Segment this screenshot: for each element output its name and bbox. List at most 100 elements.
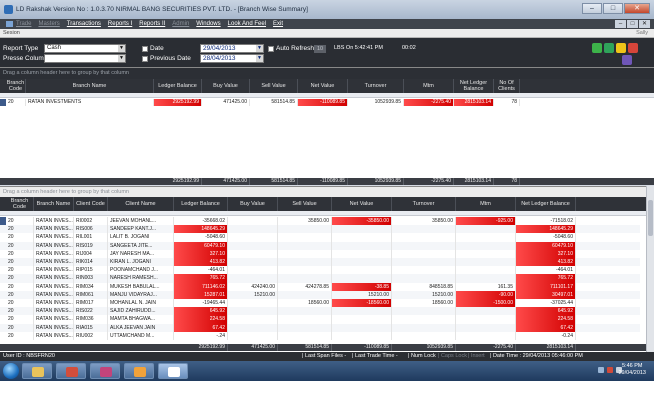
calculator-icon[interactable] (622, 55, 632, 65)
taskbar-mail[interactable] (56, 363, 86, 379)
col-net-ledger-balance[interactable]: Net Ledger Balance (516, 197, 576, 211)
cell-mtm (456, 323, 516, 332)
client-filter-row[interactable] (0, 211, 646, 216)
menu-reports-1[interactable]: Reports I (107, 21, 133, 27)
col-sell-value[interactable]: Sell Value (278, 197, 332, 211)
volume-icon[interactable] (616, 367, 622, 373)
col-no-of-clients[interactable]: No Of Clients (494, 79, 520, 93)
cell-client-code: RIL001 (74, 233, 108, 242)
col-client-name[interactable]: Client Name (108, 197, 174, 211)
menu-windows[interactable]: Windows (196, 21, 221, 27)
system-clock[interactable]: 5:46 PM 29/04/2013 (618, 363, 646, 377)
cell-turnover (392, 258, 456, 267)
menu-masters[interactable]: Masters (38, 21, 60, 27)
cell-client-code: RI0002 (74, 217, 108, 226)
menu-admin[interactable]: Admin (172, 21, 190, 27)
cell-mtm (456, 241, 516, 250)
cell-branch-code: 20 (6, 299, 34, 308)
table-row[interactable]: 20 RATAN INVES... RIJ004 JAY NARESH MA... 32… (0, 249, 640, 258)
col-net-value[interactable]: Net Value (298, 79, 348, 93)
refresh-interval-field[interactable]: 10 (314, 45, 326, 53)
col-mtm[interactable]: Mtm (456, 197, 516, 211)
report-type-select[interactable]: Cash ▼ (44, 44, 126, 53)
col-ledger-balance[interactable]: Ledger Balance (174, 197, 228, 211)
minimize-button[interactable]: – (582, 3, 602, 14)
menu-trade[interactable]: Trade (16, 21, 32, 27)
table-row[interactable]: 20 RATAN INVES... RIL001 LALIT B. JOGANI -50… (0, 233, 640, 242)
cell-client-name: LALIT B. JOGANI (108, 233, 174, 242)
alert-icon[interactable] (607, 367, 613, 373)
cell-branch-code: 20 (6, 290, 34, 299)
table-row[interactable]: 20 RATAN INVES... RIP015 POONAMCHAND J... -4… (0, 266, 640, 275)
table-row[interactable]: 20 RATAN INVES... RIM061 MANJU VIDAYRAJ... 1… (0, 290, 640, 299)
table-row[interactable]: 20 RATAN INVES... RIK014 KIRAN L. JOGANI 413… (0, 258, 640, 267)
table-row[interactable]: 20 RATAN INVES... RIS006 SANDEEP KANT.J... 1… (0, 225, 640, 234)
menu-exit[interactable]: Exit (273, 21, 284, 27)
col-branch-name[interactable]: Branch Name (34, 197, 74, 211)
taskbar-media[interactable] (90, 363, 120, 379)
menu-transactions[interactable]: Transactions (66, 21, 101, 27)
table-row[interactable]: 20 RATAN INVES... RIN003 NARESH RAMESH... 76… (0, 274, 640, 283)
taskbar-outlook[interactable] (124, 363, 154, 379)
network-icon[interactable] (598, 367, 604, 373)
mdi-close-button[interactable]: ✕ (639, 20, 650, 28)
cell-ledger-balance: 711146.02 (174, 282, 228, 291)
cell-net-ledger-balance: 2815103.14 (454, 99, 494, 106)
window-title: LD Rakshak Version No : 1.0.3.70 NIRMAL … (16, 6, 308, 13)
table-row[interactable]: 20 RATAN INVES... RIM017 MOHANLAL N. JAIN -1… (0, 299, 640, 308)
start-button[interactable] (3, 363, 19, 379)
cell-net-value (332, 241, 392, 250)
col-turnover[interactable]: Turnover (392, 197, 456, 211)
table-row[interactable]: 20 RATAN INVES... RIM034 MUKESH BABULAL... 7… (0, 282, 640, 291)
table-row[interactable]: 20 RATAN INVES... RI0002 JEEVAN MOHANL... -3… (0, 217, 640, 226)
col-ledger-balance[interactable]: Ledger Balance (154, 79, 202, 93)
cell-ledger-balance: 413.82 (174, 258, 228, 267)
col-net-value[interactable]: Net Value (332, 197, 392, 211)
app-icon (168, 367, 180, 377)
cell-branch-code: 20 (6, 266, 34, 275)
menu-reports-2[interactable]: Reports II (139, 21, 166, 27)
table-row[interactable]: 20 RATAN INVESTMENTS 2925192.99 471425.0… (0, 99, 640, 106)
mdi-minimize-button[interactable]: – (615, 20, 626, 28)
table-row[interactable]: 20 RATAN INVES... RIM036 MAMTA BHAGWA... 224… (0, 315, 640, 324)
status-caps-lock: | Caps Lock (438, 353, 467, 359)
star-icon[interactable] (616, 43, 626, 53)
table-row[interactable]: 20 RATAN INVES... RIU002 UTTAMCHAND M... -.2… (0, 331, 640, 340)
client-grid-scrollbar[interactable] (646, 186, 654, 352)
maximize-button[interactable]: □ (603, 3, 623, 14)
close-button[interactable]: ✕ (624, 3, 650, 14)
menu-look-and-feel[interactable]: Look And Feel (227, 21, 267, 27)
refresh-icon[interactable] (592, 43, 602, 53)
col-turnover[interactable]: Turnover (348, 79, 404, 93)
previous-date-checkbox[interactable] (142, 56, 148, 62)
col-branch-code[interactable]: Branch Code (6, 197, 34, 211)
press-column-select[interactable]: ▼ (44, 54, 126, 63)
taskbar-rakshak[interactable] (158, 363, 188, 379)
col-mtm[interactable]: Mtm (404, 79, 454, 93)
previous-date-field[interactable]: 28/04/2013 ▼ (200, 54, 264, 63)
col-branch-name[interactable]: Branch Name (26, 79, 154, 93)
taskbar-explorer[interactable] (22, 363, 52, 379)
cell-net-value: -38.85 (332, 282, 392, 291)
auto-refresh-checkbox[interactable] (268, 46, 274, 52)
col-buy-value[interactable]: Buy Value (202, 79, 250, 93)
date-field[interactable]: 29/04/2013 ▼ (200, 44, 264, 53)
table-row[interactable]: 20 RATAN INVES... RIA015 ALKA JEEVAN JAIN 67… (0, 323, 640, 332)
col-net-ledger-balance[interactable]: Net Ledger Balance (454, 79, 494, 93)
export-excel-icon[interactable] (604, 43, 614, 53)
summary-filter-row[interactable] (0, 93, 654, 98)
table-row[interactable]: 20 RATAN INVES... RIS019 SANGEETA JITE... 60… (0, 241, 640, 250)
scrollbar-thumb[interactable] (648, 200, 653, 236)
col-branch-code[interactable]: Branch Code (6, 79, 26, 93)
mdi-restore-button[interactable]: □ (627, 20, 638, 28)
app-menu-icon[interactable] (6, 21, 13, 27)
col-buy-value[interactable]: Buy Value (228, 197, 278, 211)
table-row[interactable]: 20 RATAN INVES... RIS022 SAJID ZAHIRUDD... 6… (0, 307, 640, 316)
cell-mtm: -90.00 (456, 290, 516, 299)
col-sell-value[interactable]: Sell Value (250, 79, 298, 93)
col-client-code[interactable]: Client Code (74, 197, 108, 211)
cell-branch-name: RATAN INVES... (36, 225, 74, 234)
clock-time: 5:46 PM (621, 363, 643, 369)
close-report-icon[interactable] (628, 43, 638, 53)
date-checkbox[interactable] (142, 46, 148, 52)
